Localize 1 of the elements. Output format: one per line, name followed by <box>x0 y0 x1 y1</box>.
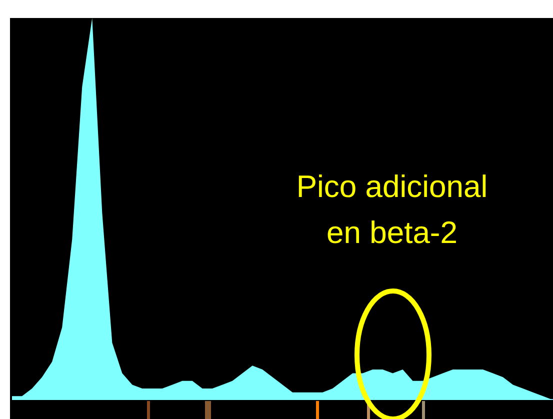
annotation: Pico adicional en beta-2 <box>296 169 488 250</box>
